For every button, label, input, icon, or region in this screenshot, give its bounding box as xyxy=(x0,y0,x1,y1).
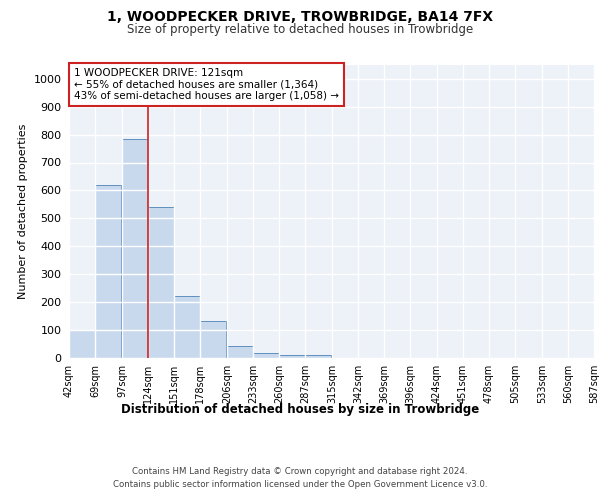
Bar xyxy=(279,356,305,358)
Y-axis label: Number of detached properties: Number of detached properties xyxy=(18,124,28,299)
Bar xyxy=(305,354,331,358)
Bar xyxy=(227,346,253,358)
Bar xyxy=(174,296,200,358)
Bar xyxy=(200,322,226,358)
Bar xyxy=(122,139,148,358)
Bar xyxy=(148,207,174,358)
Bar xyxy=(253,354,279,358)
Text: Distribution of detached houses by size in Trowbridge: Distribution of detached houses by size … xyxy=(121,402,479,415)
Text: Size of property relative to detached houses in Trowbridge: Size of property relative to detached ho… xyxy=(127,22,473,36)
Text: Contains HM Land Registry data © Crown copyright and database right 2024.
Contai: Contains HM Land Registry data © Crown c… xyxy=(113,468,487,489)
Bar xyxy=(95,185,121,358)
Bar xyxy=(69,330,95,357)
Text: 1 WOODPECKER DRIVE: 121sqm
← 55% of detached houses are smaller (1,364)
43% of s: 1 WOODPECKER DRIVE: 121sqm ← 55% of deta… xyxy=(74,68,339,101)
Text: 1, WOODPECKER DRIVE, TROWBRIDGE, BA14 7FX: 1, WOODPECKER DRIVE, TROWBRIDGE, BA14 7F… xyxy=(107,10,493,24)
